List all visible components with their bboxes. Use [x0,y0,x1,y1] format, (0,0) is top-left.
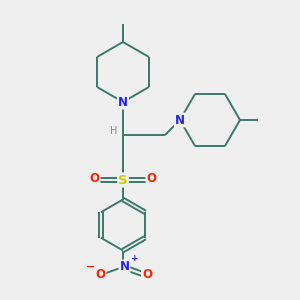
Text: O: O [142,268,152,281]
Text: +: + [130,254,138,263]
Text: −: − [86,262,95,272]
Text: O: O [95,268,106,281]
Text: O: O [146,172,157,185]
Text: H: H [110,125,118,136]
Text: N: N [119,260,130,274]
Text: N: N [118,95,128,109]
Text: N: N [175,113,185,127]
Text: S: S [118,173,128,187]
Text: O: O [89,172,100,185]
